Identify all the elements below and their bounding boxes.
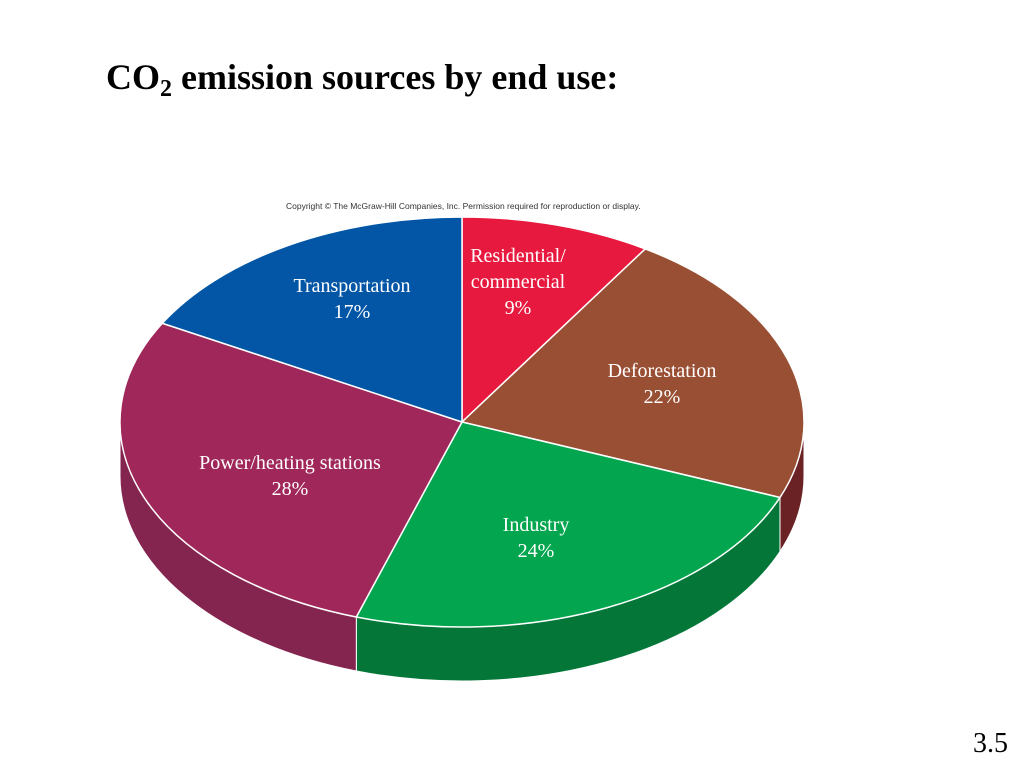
pie-label-name: commercial	[471, 271, 566, 293]
slide-title: CO2 emission sources by end use:	[106, 56, 619, 101]
pie-slice-transportation	[161, 216, 463, 423]
pie-slice-power-heating-stations	[119, 322, 463, 618]
slide-number: 3.5	[973, 728, 1008, 759]
pie-label-name: Deforestation	[608, 360, 717, 382]
pie-label-name: Industry	[503, 514, 570, 536]
pie-label-industry: Industry 24%	[503, 514, 570, 562]
title-subscript: 2	[160, 76, 172, 102]
pie-label-value: 17%	[334, 301, 371, 323]
title-prefix: CO	[106, 57, 160, 97]
pie-label-name: Transportation	[293, 275, 410, 297]
pie-label-value: 9%	[505, 297, 532, 319]
pie-slice-industry	[355, 421, 781, 628]
pie-slice-deforestation	[461, 248, 805, 499]
pie-label-deforestation: Deforestation 22%	[608, 360, 717, 408]
pie-label-residential-commercial: Residential/commercial 9%	[470, 245, 566, 319]
pie-tops	[119, 216, 805, 628]
pie-label-value: 22%	[644, 386, 681, 408]
pie-label-transportation: Transportation 17%	[293, 275, 410, 323]
pie-labels: Residential/commercial 9% Deforestation 22%…	[199, 245, 716, 562]
copyright-notice: Copyright © The McGraw-Hill Companies, I…	[286, 201, 641, 211]
pie-label-value: 28%	[272, 478, 309, 500]
pie-label-name: Power/heating stations	[199, 452, 381, 474]
pie-label-power-heating-stations: Power/heating stations 28%	[199, 452, 381, 500]
pie-label-value: 24%	[518, 540, 555, 562]
pie-label-name: Residential/	[470, 245, 566, 267]
pie-slice-residential-commercial	[461, 216, 646, 423]
title-suffix: emission sources by end use:	[172, 57, 619, 97]
